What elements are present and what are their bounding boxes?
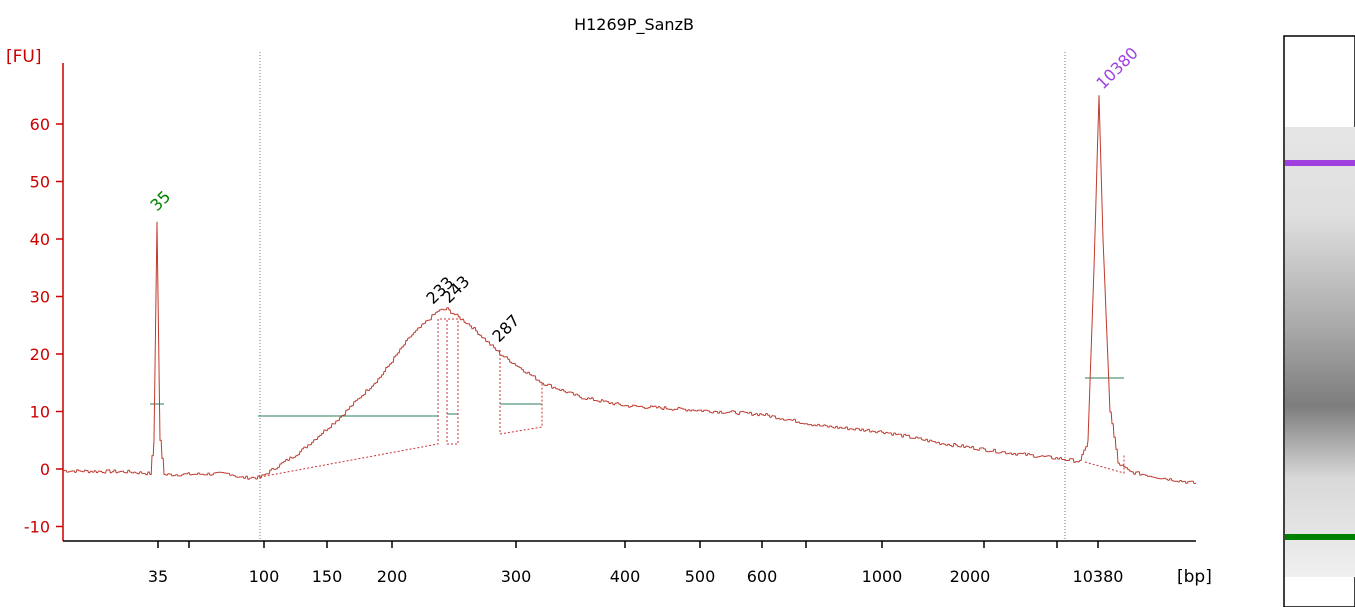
x-tick-label: 500: [685, 567, 716, 586]
x-tick-label: 200: [377, 567, 408, 586]
gel-band-upper-marker: [1285, 160, 1355, 166]
x-tick-label: 150: [312, 567, 343, 586]
marker-label-lower: 35: [146, 187, 174, 215]
x-tick-label: 10380: [1073, 567, 1124, 586]
marker-label-upper: 10380: [1092, 43, 1141, 92]
y-tick-label: 30: [30, 288, 50, 307]
peak-label-287: 287: [488, 311, 523, 346]
y-tick-label: 0: [40, 460, 50, 479]
x-tick-label: 400: [610, 567, 641, 586]
gel-lane: [1283, 35, 1355, 607]
gel-lane-body: [1285, 127, 1355, 577]
gel-band-lower-marker: [1285, 534, 1355, 540]
trace-line: [63, 95, 1196, 484]
y-tick-label: 50: [30, 173, 50, 192]
y-ticks: -10 0 10 20 30 40 50 60: [24, 115, 63, 537]
baseline-fit-mid: [499, 350, 543, 435]
y-tick-label: 20: [30, 345, 50, 364]
baseline-fit-right: [1084, 455, 1125, 474]
baseline-fit-left: [259, 318, 459, 478]
y-tick-label: 40: [30, 230, 50, 249]
x-tick-label: 100: [249, 567, 280, 586]
chart-title: H1269P_SanzB: [574, 15, 694, 35]
x-ticks: 35 100 150 200 300 400 500 600 1000 2000 10380: [148, 541, 1124, 586]
y-axis-label: [FU]: [6, 47, 42, 67]
y-tick-label: -10: [24, 518, 50, 537]
x-tick-label: 2000: [950, 567, 991, 586]
x-axis-label: [bp]: [1177, 567, 1212, 587]
y-tick-label: 60: [30, 115, 50, 134]
x-tick-label: 300: [501, 567, 532, 586]
x-tick-label: 1000: [862, 567, 903, 586]
x-tick-label: 600: [747, 567, 778, 586]
y-tick-label: 10: [30, 403, 50, 422]
x-tick-label: 35: [148, 567, 168, 586]
